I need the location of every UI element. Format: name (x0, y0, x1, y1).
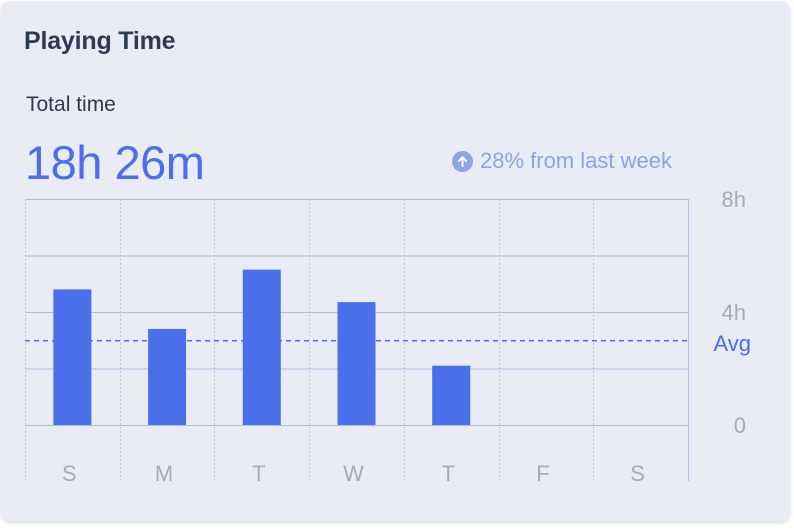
chart-bars (53, 269, 471, 425)
total-time-value: 18h 26m (25, 136, 205, 189)
total-time-label: Total time (26, 93, 116, 116)
bar-4 (432, 365, 471, 425)
x-tick-label: W (343, 461, 364, 486)
card-title: Playing Time (24, 27, 176, 55)
weekly-change-text: 28% from last week (480, 148, 672, 173)
chart-average: Avg (25, 331, 751, 356)
arrow-up-circle-icon (452, 150, 473, 172)
playing-time-card: Playing Time Total time 18h 26m 28% from… (1, 1, 790, 521)
y-tick-label: 4h (722, 300, 746, 325)
y-tick-label: 8h (722, 187, 746, 212)
playing-time-bar-chart: Avg 8h 4h 0 S M T W T F S (25, 187, 751, 486)
x-tick-label: T (252, 461, 265, 486)
weekly-change-indicator: 28% from last week (452, 147, 672, 175)
average-label: Avg (713, 331, 751, 356)
bar-0 (53, 289, 92, 425)
x-tick-label: M (155, 461, 173, 486)
x-tick-label: S (630, 461, 645, 486)
x-tick-label: T (441, 461, 454, 486)
bar-3 (337, 302, 376, 425)
bar-2 (242, 269, 281, 425)
chart-labels: 8h 4h 0 S M T W T F S (62, 187, 746, 486)
y-tick-label: 0 (734, 413, 746, 438)
x-tick-label: S (62, 461, 77, 486)
x-tick-label: F (536, 461, 549, 486)
bar-1 (148, 328, 187, 425)
